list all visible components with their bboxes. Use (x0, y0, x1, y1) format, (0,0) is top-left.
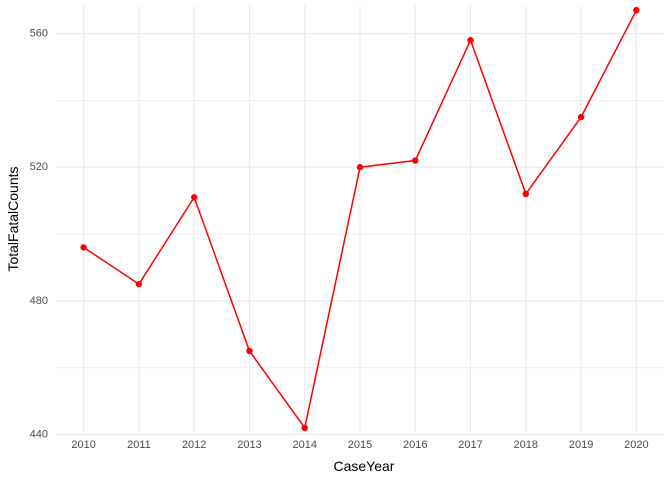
x-tick-label: 2010 (71, 439, 95, 451)
x-tick-label: 2017 (458, 439, 482, 451)
y-tick-label: 520 (30, 161, 48, 173)
data-point-2012 (190, 194, 198, 201)
x-tick-label: 2020 (624, 439, 648, 451)
data-point-2010 (80, 244, 87, 251)
data-point-2016 (412, 157, 419, 164)
data-point-2014 (301, 424, 308, 432)
x-tick-label: 2013 (237, 439, 261, 451)
data-point-2013 (246, 347, 253, 355)
major-gridlines (56, 6, 664, 436)
x-axis-title: CaseYear (334, 458, 395, 474)
data-point-2015 (356, 164, 364, 171)
y-tick-label: 560 (30, 27, 48, 39)
data-points (80, 6, 640, 432)
data-point-2020 (633, 6, 640, 14)
x-tick-label: 2018 (514, 439, 538, 451)
data-point-2018 (522, 190, 530, 198)
x-tick-label: 2016 (403, 439, 427, 451)
y-tick-label: 440 (30, 428, 48, 440)
y-tick-label: 480 (30, 295, 48, 307)
data-point-2019 (577, 113, 585, 121)
x-tick-label: 2014 (292, 439, 316, 451)
y-tick-labels: 440 480 520 560 (30, 27, 48, 440)
x-tick-labels: 2010 2011 2012 2013 2014 2015 2016 2017 2018 2019… (71, 439, 648, 451)
y-axis-title: TotalFatalCounts (5, 166, 21, 271)
x-tick-label: 2019 (569, 439, 593, 451)
data-point-2017 (467, 37, 474, 44)
x-tick-label: 2015 (348, 439, 372, 451)
data-point-2011 (135, 280, 143, 288)
x-tick-label: 2011 (127, 439, 151, 451)
x-tick-label: 2012 (182, 439, 206, 451)
